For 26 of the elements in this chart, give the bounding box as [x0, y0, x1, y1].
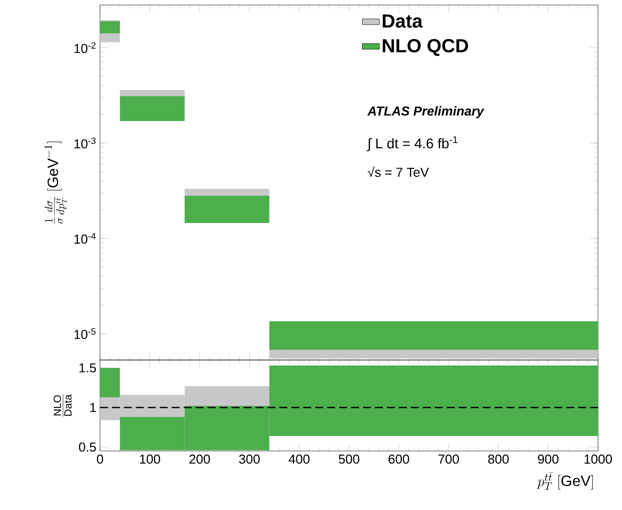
x-axis-title: $p_{T}^{t\bar{t}}\;[\mathrm{GeV}]$ [536, 472, 593, 490]
x-tick-label: 800 [488, 454, 509, 464]
annotation: ATLAS Preliminary [367, 106, 484, 118]
y-axis-title: $\frac{1}{\sigma}\frac{d\sigma}{dp_{T}^{t\bar{t}}}\;[\mathrm{GeV}^{-1}]$ [44, 142, 67, 224]
x-tick-label: 300 [239, 454, 260, 464]
annotation: ∫ L dt = 4.6 fb$^{-1}$ [366, 136, 458, 152]
x-tick-label: 700 [438, 454, 459, 464]
x-tick-label: 100 [140, 454, 160, 464]
x-tick-label: 600 [388, 454, 410, 464]
y-axis-title: $\frac{\mathrm{NLO}}{\mathrm{Data}}$ [54, 394, 72, 417]
y-tick-label: 1 [90, 403, 96, 412]
y-tick-label: 10$^{-2}$ [74, 42, 96, 54]
y-tick-label: 1.5 [79, 363, 96, 372]
x-tick-label: 400 [288, 454, 310, 464]
y-tick-label: 0.5 [78, 442, 96, 452]
y-tick-label: 10$^{-3}$ [74, 138, 96, 148]
x-tick-label: 500 [338, 454, 360, 464]
x-tick-label: 0 [96, 454, 104, 464]
y-tick-label: 10$^{-5}$ [74, 328, 96, 340]
legend-label: Data [382, 14, 423, 28]
annotation: √s = 7 TeV [368, 166, 429, 177]
x-tick-label: 200 [189, 454, 210, 464]
y-tick-label: 10$^{-4}$ [74, 233, 96, 244]
legend-label: NLO QCD [382, 39, 468, 56]
x-tick-label: 1000 [584, 454, 612, 464]
x-tick-label: 900 [538, 454, 559, 464]
